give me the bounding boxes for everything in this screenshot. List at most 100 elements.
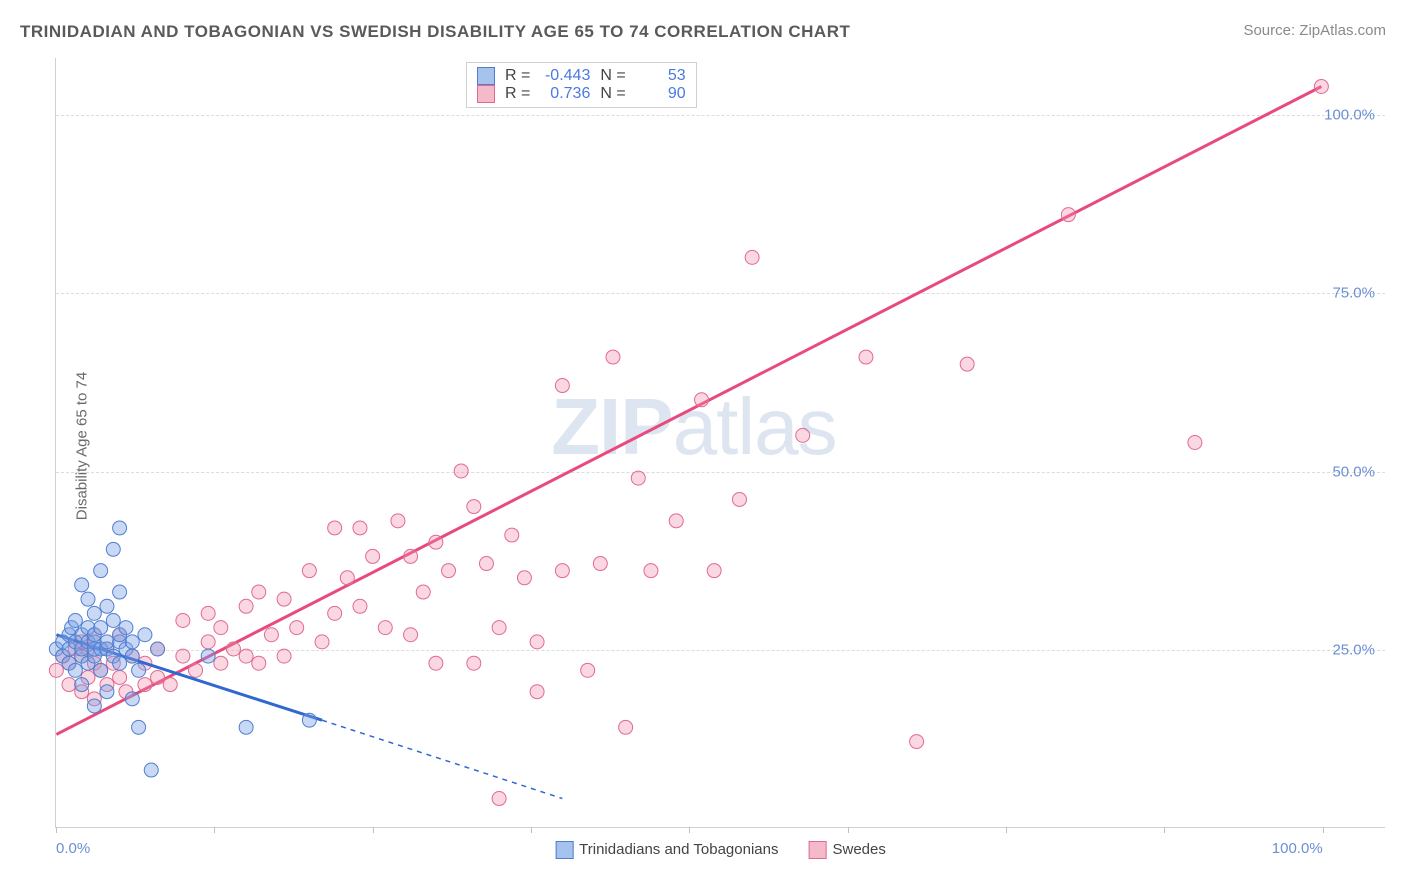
data-point — [144, 763, 158, 777]
data-point — [492, 792, 506, 806]
data-point — [125, 649, 139, 663]
data-point — [119, 621, 133, 635]
legend: Trinidadians and Tobagonians Swedes — [555, 841, 886, 859]
source-attribution: Source: ZipAtlas.com — [1243, 22, 1386, 39]
data-point — [593, 557, 607, 571]
legend-label: Trinidadians and Tobagonians — [579, 841, 778, 858]
data-point — [176, 649, 190, 663]
data-point — [176, 614, 190, 628]
data-point — [132, 720, 146, 734]
series-swatch — [477, 67, 495, 85]
data-point — [125, 692, 139, 706]
data-point — [226, 642, 240, 656]
data-point — [75, 678, 89, 692]
data-point — [454, 464, 468, 478]
data-point — [315, 635, 329, 649]
data-point — [201, 606, 215, 620]
scatter-svg — [56, 58, 1385, 827]
data-point — [94, 663, 108, 677]
stat-r-label: R = — [505, 67, 530, 85]
data-point — [252, 656, 266, 670]
data-point — [340, 571, 354, 585]
data-point — [366, 549, 380, 563]
data-point — [239, 720, 253, 734]
stat-row: R = -0.443 N = 53 — [477, 67, 686, 85]
data-point — [619, 720, 633, 734]
data-point — [113, 585, 127, 599]
data-point — [416, 585, 430, 599]
data-point — [353, 521, 367, 535]
data-point — [100, 635, 114, 649]
data-point — [707, 564, 721, 578]
data-point — [492, 621, 506, 635]
stat-row: R = 0.736 N = 90 — [477, 85, 686, 103]
data-point — [81, 592, 95, 606]
data-point — [467, 500, 481, 514]
data-point — [277, 649, 291, 663]
data-point — [517, 571, 531, 585]
data-point — [100, 685, 114, 699]
data-point — [106, 614, 120, 628]
data-point — [429, 656, 443, 670]
data-point — [644, 564, 658, 578]
data-point — [429, 535, 443, 549]
x-tick-mark — [531, 827, 532, 833]
data-point — [530, 635, 544, 649]
data-point — [631, 471, 645, 485]
trend-line — [56, 86, 1321, 734]
data-point — [391, 514, 405, 528]
data-point — [106, 542, 120, 556]
data-point — [62, 678, 76, 692]
data-point — [138, 628, 152, 642]
data-point — [87, 699, 101, 713]
data-point — [49, 663, 63, 677]
data-point — [290, 621, 304, 635]
data-point — [151, 670, 165, 684]
plot-area: ZIPatlas 25.0%50.0%75.0%100.0% 0.0%100.0… — [55, 58, 1385, 828]
data-point — [132, 663, 146, 677]
correlation-stats-box: R = -0.443 N = 53 R = 0.736 N = 90 — [466, 62, 697, 108]
data-point — [214, 621, 228, 635]
data-point — [252, 585, 266, 599]
data-point — [695, 393, 709, 407]
data-point — [555, 379, 569, 393]
legend-swatch — [808, 841, 826, 859]
legend-label: Swedes — [832, 841, 885, 858]
data-point — [745, 250, 759, 264]
data-point — [264, 628, 278, 642]
data-point — [214, 656, 228, 670]
data-point — [404, 549, 418, 563]
legend-item: Trinidadians and Tobagonians — [555, 841, 778, 859]
data-point — [68, 614, 82, 628]
data-point — [68, 663, 82, 677]
x-tick-label: 0.0% — [56, 840, 90, 857]
data-point — [328, 606, 342, 620]
data-point — [302, 564, 316, 578]
data-point — [94, 621, 108, 635]
x-tick-mark — [373, 827, 374, 833]
stat-r-value: -0.443 — [540, 67, 590, 85]
data-point — [555, 564, 569, 578]
series-swatch — [477, 85, 495, 103]
legend-swatch — [555, 841, 573, 859]
data-point — [1061, 208, 1075, 222]
x-tick-mark — [1323, 827, 1324, 833]
data-point — [239, 599, 253, 613]
data-point — [353, 599, 367, 613]
data-point — [328, 521, 342, 535]
data-point — [277, 592, 291, 606]
data-point — [1188, 436, 1202, 450]
data-point — [239, 649, 253, 663]
data-point — [113, 670, 127, 684]
data-point — [732, 492, 746, 506]
x-tick-mark — [214, 827, 215, 833]
data-point — [302, 713, 316, 727]
trend-line-extrapolation — [322, 720, 562, 798]
data-point — [100, 599, 114, 613]
data-point — [669, 514, 683, 528]
data-point — [442, 564, 456, 578]
data-point — [113, 521, 127, 535]
data-point — [125, 635, 139, 649]
data-point — [113, 656, 127, 670]
data-point — [1314, 79, 1328, 93]
